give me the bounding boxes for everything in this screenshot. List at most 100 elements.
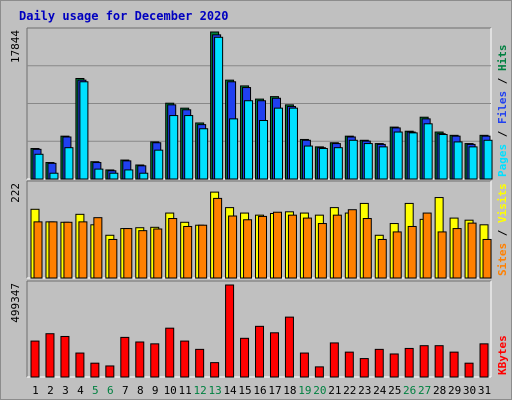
bar-sites-day-14 [228, 215, 238, 279]
bar-sites-day-9 [153, 228, 163, 279]
x-tick-label: 18 [283, 384, 296, 397]
bar-kbytes-day-30 [464, 362, 474, 378]
x-tick-label: 23 [358, 384, 371, 397]
legend-entry: Files [496, 91, 509, 124]
bar-kbytes-day-24 [374, 348, 384, 378]
x-tick-label: 3 [62, 384, 69, 397]
bar-sites-day-13 [213, 197, 223, 279]
bar-pages-day-13 [214, 36, 224, 180]
x-tick-label: 10 [164, 384, 177, 397]
legend-entry: Visits [496, 183, 509, 223]
x-tick-label: 8 [137, 384, 144, 397]
bottom-panel: 499347 KBytes [9, 280, 509, 378]
bar-sites-day-21 [332, 214, 342, 279]
bar-pages-day-22 [348, 139, 358, 180]
bar-kbytes-day-27 [419, 345, 429, 378]
top-ymax-label: 17844 [9, 30, 22, 63]
middle-panel: 222 Sites / Visits [9, 180, 509, 279]
legend-separator: / [496, 124, 509, 144]
legend-entry: KBytes [496, 335, 509, 375]
bar-pages-day-17 [273, 107, 283, 180]
bar-pages-day-8 [139, 172, 149, 180]
bar-kbytes-day-9 [150, 343, 160, 378]
x-tick-label: 19 [298, 384, 311, 397]
bar-kbytes-day-1 [30, 340, 40, 378]
bar-pages-day-5 [94, 168, 104, 180]
bar-kbytes-day-16 [255, 325, 265, 378]
x-tick-label: 22 [343, 384, 356, 397]
bar-sites-day-23 [362, 218, 372, 279]
bar-pages-day-3 [64, 147, 74, 180]
x-tick-label: 5 [92, 384, 99, 397]
panels-layer: 17844 Pages / Files / Hits 222 Sites / Visi… [9, 27, 509, 378]
bar-kbytes-day-5 [90, 362, 100, 378]
bar-kbytes-day-29 [449, 351, 459, 378]
bar-sites-day-15 [243, 219, 253, 279]
middle-legend: Sites / Visits [496, 183, 509, 276]
bar-sites-day-20 [317, 223, 327, 279]
x-tick-label: 1 [32, 384, 39, 397]
bar-sites-day-2 [48, 221, 58, 279]
bar-pages-day-24 [378, 146, 388, 180]
bar-kbytes-day-18 [284, 316, 294, 378]
bar-sites-day-7 [123, 228, 133, 279]
x-tick-label: 28 [433, 384, 446, 397]
bar-kbytes-day-22 [344, 351, 354, 378]
bar-pages-day-29 [453, 141, 463, 180]
bar-pages-day-27 [423, 123, 433, 180]
chart-title: Daily usage for December 2020 [19, 9, 229, 23]
bar-sites-day-11 [183, 225, 193, 279]
bar-sites-day-27 [422, 212, 432, 279]
bar-pages-day-9 [154, 149, 164, 180]
x-tick-label: 26 [403, 384, 416, 397]
x-tick-label: 21 [328, 384, 341, 397]
bar-sites-day-10 [168, 218, 178, 279]
bar-pages-day-7 [124, 169, 134, 180]
bar-kbytes-day-4 [75, 352, 85, 378]
bar-sites-day-1 [33, 221, 43, 279]
bar-sites-day-19 [302, 217, 312, 279]
bar-pages-day-12 [199, 128, 209, 180]
bar-kbytes-day-6 [105, 365, 115, 378]
x-tick-label: 9 [152, 384, 159, 397]
bar-sites-day-12 [198, 224, 208, 279]
bar-kbytes-day-28 [434, 345, 444, 378]
bar-sites-day-30 [467, 222, 477, 279]
x-tick-label: 14 [223, 384, 237, 397]
legend-entry: Pages [496, 144, 509, 177]
bar-pages-day-25 [393, 131, 403, 180]
x-tick-label: 2 [47, 384, 54, 397]
bar-kbytes-day-31 [479, 343, 489, 378]
x-tick-label: 31 [478, 384, 491, 397]
x-tick-label: 6 [107, 384, 114, 397]
bar-pages-day-11 [184, 115, 194, 180]
bar-kbytes-day-21 [329, 342, 339, 378]
bar-sites-day-29 [452, 228, 462, 279]
bar-sites-day-6 [108, 238, 118, 279]
top-panel: 17844 Pages / Files / Hits [9, 27, 509, 180]
bar-pages-day-20 [318, 148, 328, 180]
bar-sites-day-22 [347, 209, 357, 279]
bottom-legend: KBytes [496, 335, 509, 375]
bar-kbytes-day-7 [120, 336, 130, 378]
bar-sites-day-16 [258, 215, 268, 279]
bar-kbytes-day-3 [60, 335, 70, 378]
x-tick-label: 17 [268, 384, 281, 397]
legend-entry: Hits [496, 45, 509, 72]
bar-pages-day-28 [438, 134, 448, 180]
bar-pages-day-10 [169, 115, 179, 180]
bar-sites-day-4 [78, 221, 88, 279]
bar-pages-day-19 [303, 145, 313, 180]
x-tick-label: 30 [463, 384, 476, 397]
x-tick-label: 4 [77, 384, 84, 397]
bar-sites-day-3 [63, 221, 73, 279]
bar-pages-day-16 [259, 120, 269, 180]
bottom-ymax-label: 499347 [9, 283, 22, 323]
bar-pages-day-4 [79, 81, 89, 180]
x-tick-label: 15 [238, 384, 251, 397]
bar-kbytes-day-2 [45, 333, 55, 378]
x-tick-label: 25 [388, 384, 401, 397]
legend-entry: Sites [496, 243, 509, 276]
